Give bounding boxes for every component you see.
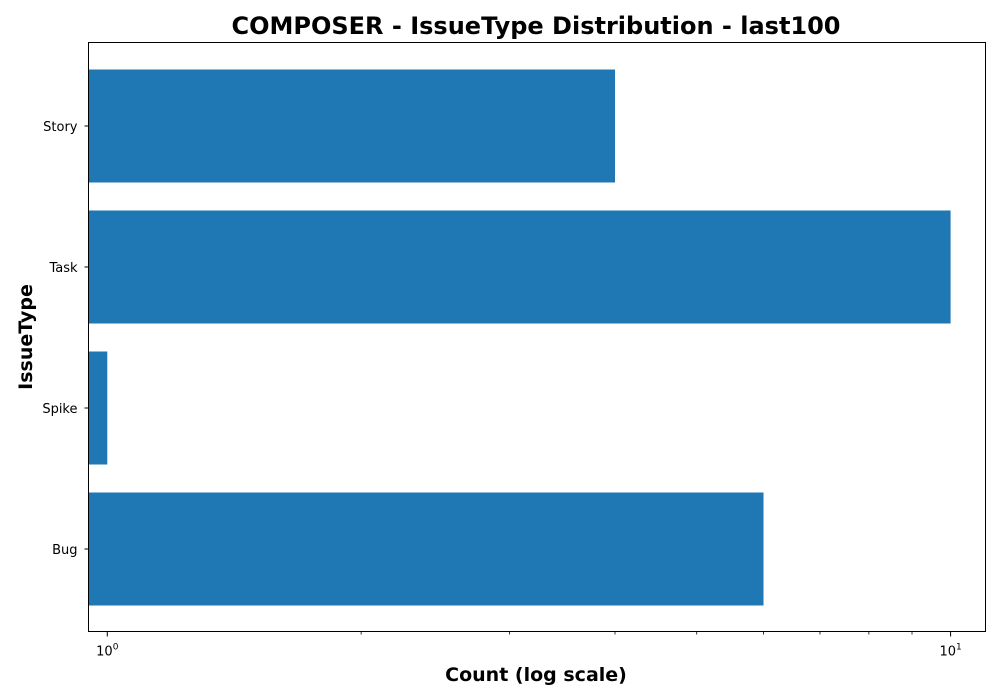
y-tick-label: Spike — [42, 402, 77, 417]
y-tick-label: Bug — [52, 543, 77, 558]
y-axis-ticks: Story Task Spike Bug — [42, 120, 89, 558]
y-tick-label: Task — [48, 261, 78, 276]
y-axis-label: IssueType — [15, 284, 37, 390]
x-tick-label: 100 — [96, 643, 119, 660]
bar-task — [88, 210, 951, 324]
bars-layer — [88, 69, 951, 606]
bar-spike — [88, 351, 108, 465]
bar-bug — [88, 492, 764, 606]
chart-title: COMPOSER - IssueType Distribution - last… — [231, 12, 840, 40]
y-tick-label: Story — [43, 120, 78, 135]
x-axis-ticks: 100 101 — [96, 631, 962, 660]
x-tick-label: 101 — [939, 643, 961, 660]
bar-story — [88, 69, 616, 183]
plot-frame — [88, 42, 986, 632]
x-axis-label: Count (log scale) — [445, 664, 627, 686]
